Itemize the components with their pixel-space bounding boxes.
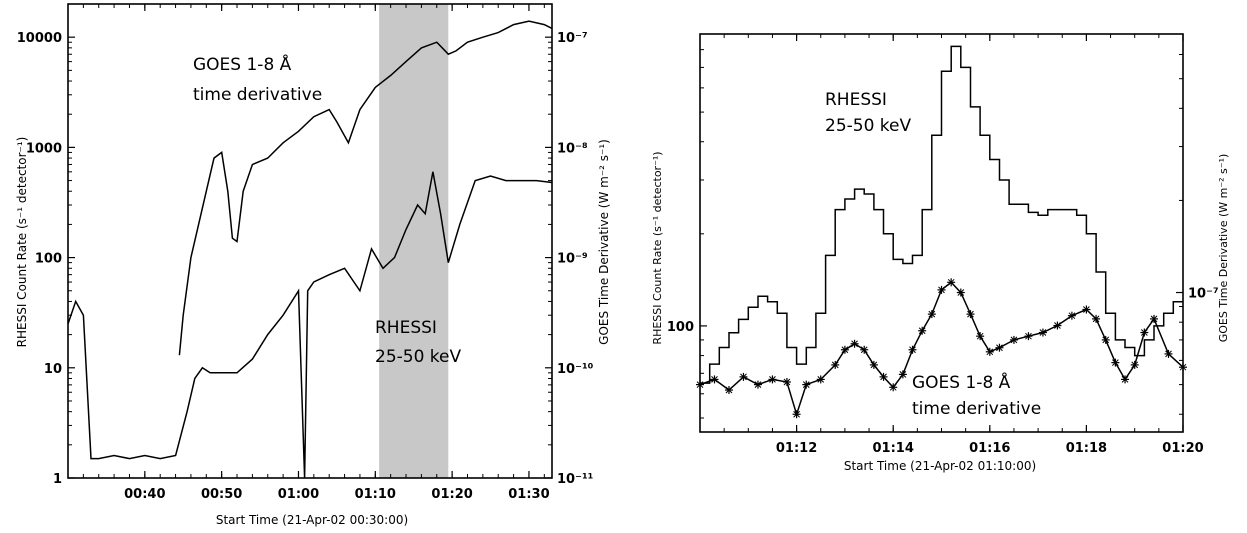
x-tick-label: 01:20	[1162, 441, 1203, 456]
goes-data-point	[710, 375, 719, 384]
goes-data-point	[1150, 314, 1159, 323]
left-annotation-goes-line1: GOES 1-8 Å	[193, 53, 292, 75]
goes-data-point	[1111, 358, 1120, 367]
goes-data-point	[840, 345, 849, 354]
goes-data-point	[1067, 311, 1076, 320]
goes-data-point	[1082, 305, 1091, 314]
goes-data-point	[985, 347, 994, 356]
left-shaded-interval	[379, 4, 449, 478]
goes-data-point	[976, 332, 985, 341]
goes-data-point	[898, 370, 907, 379]
right-y2-axis-label: GOES Time Derivative (W m⁻² s⁻¹)	[1217, 154, 1230, 343]
goes-data-point	[753, 380, 762, 389]
y-tick-label: 100	[667, 320, 694, 335]
left-plot-frame	[67, 3, 553, 479]
goes-series-line	[178, 20, 553, 356]
right-chart: 01:12 01:14 01:16 01:18 01:20 100 10⁻⁷ RHESSI …	[651, 33, 1230, 473]
goes-data-point	[1130, 360, 1139, 369]
left-y2-axis-label: GOES Time Derivative (W m⁻² s⁻¹)	[597, 139, 611, 345]
left-chart: 00:40 00:50 01:00 01:10 01:20 01:30 1 10 100 1000…	[15, 3, 611, 527]
x-tick-label: 01:14	[873, 441, 914, 456]
x-tick-label: 01:10	[355, 487, 396, 502]
right-annotation-rhessi-line2: 25-50 keV	[825, 116, 911, 136]
y2-tick-label: 10⁻¹⁰	[557, 362, 594, 377]
x-tick-label: 01:12	[776, 441, 817, 456]
goes-data-point	[927, 310, 936, 319]
y-tick-label: 100	[35, 252, 62, 267]
right-annotation-goes-line1: GOES 1-8 Å	[912, 371, 1011, 393]
right-y-axis-label: RHESSI Count Rate (s⁻¹ detector⁻¹)	[651, 151, 664, 344]
goes-data-point	[1140, 328, 1149, 337]
goes-data-point	[947, 278, 956, 287]
goes-data-point	[956, 288, 965, 297]
goes-data-point	[802, 380, 811, 389]
x-tick-label: 01:00	[278, 487, 319, 502]
goes-data-point	[1053, 321, 1062, 330]
y2-tick-label: 10⁻⁷	[557, 31, 588, 46]
goes-data-point	[918, 326, 927, 335]
y-tick-label: 10	[44, 362, 62, 377]
right-series-layer	[696, 45, 1187, 419]
goes-data-point	[1024, 332, 1033, 341]
right-annotation-rhessi-line1: RHESSI	[825, 90, 887, 110]
goes-data-point	[1009, 335, 1018, 344]
left-annotation-rhessi-line2: 25-50 keV	[375, 347, 461, 367]
goes-data-point	[792, 410, 801, 419]
goes-data-point	[1092, 314, 1101, 323]
goes-data-point	[995, 343, 1004, 352]
x-tick-label: 01:16	[969, 441, 1010, 456]
y2-tick-label: 10⁻⁹	[557, 252, 588, 267]
goes-data-point	[724, 386, 733, 395]
left-y-axis-label: RHESSI Count Rate (s⁻¹ detector⁻¹)	[15, 137, 29, 348]
goes-data-point	[889, 383, 898, 392]
rhessi-series-line	[700, 45, 1183, 384]
goes-data-point	[768, 375, 777, 384]
x-tick-label: 01:18	[1066, 441, 1107, 456]
y2-tick-label: 10⁻⁷	[1188, 287, 1219, 302]
y2-tick-label: 10⁻⁸	[557, 141, 588, 156]
x-tick-label: 00:40	[124, 487, 165, 502]
y-tick-label: 1	[53, 472, 62, 487]
left-ticks: 00:40 00:50 01:00 01:10 01:20 01:30 1 10 100 1000…	[17, 3, 594, 502]
left-annotation-goes-line2: time derivative	[193, 85, 322, 105]
goes-data-point	[782, 377, 791, 386]
goes-data-point	[1164, 349, 1173, 358]
x-tick-label: 01:20	[431, 487, 472, 502]
goes-data-point	[860, 345, 869, 354]
goes-data-point	[1101, 335, 1110, 344]
goes-data-point	[937, 285, 946, 294]
y2-tick-label: 10⁻¹¹	[557, 472, 593, 487]
right-ticks: 01:12 01:14 01:16 01:18 01:20 100 10⁻⁷	[667, 33, 1219, 456]
right-annotation-goes-line2: time derivative	[912, 399, 1041, 419]
right-x-axis-label: Start Time (21-Apr-02 01:10:00)	[844, 459, 1036, 473]
goes-data-point	[879, 372, 888, 381]
left-x-axis-label: Start Time (21-Apr-02 00:30:00)	[216, 513, 408, 527]
goes-data-point	[850, 339, 859, 348]
y-tick-label: 10000	[17, 31, 62, 46]
left-annotation-rhessi-line1: RHESSI	[375, 318, 437, 338]
goes-data-point	[1038, 328, 1047, 337]
rhessi-series-line	[67, 171, 553, 479]
goes-data-point	[869, 360, 878, 369]
goes-data-point	[1121, 375, 1130, 384]
left-series-layer	[67, 20, 553, 479]
goes-data-point	[966, 310, 975, 319]
x-tick-label: 01:30	[508, 487, 549, 502]
goes-data-point	[739, 372, 748, 381]
goes-data-point	[831, 360, 840, 369]
goes-data-point	[816, 375, 825, 384]
x-tick-label: 00:50	[201, 487, 242, 502]
y-tick-label: 1000	[26, 141, 62, 156]
goes-data-point	[908, 345, 917, 354]
